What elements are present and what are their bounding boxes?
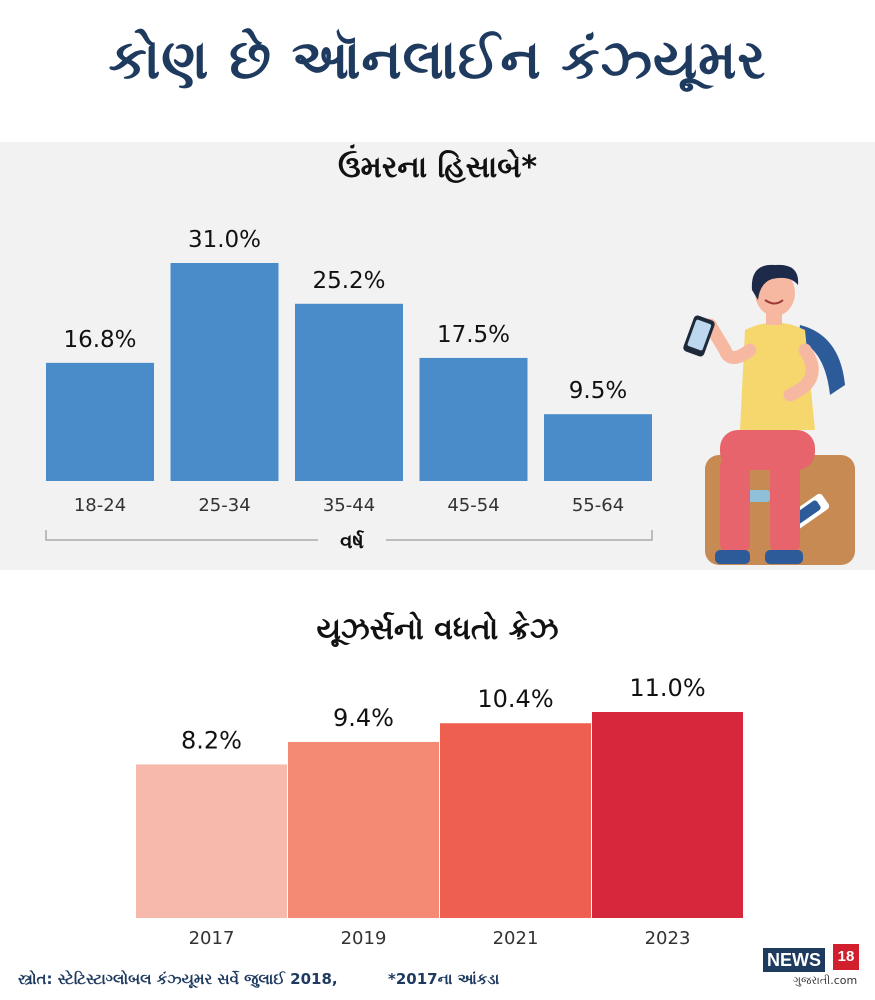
growth-bar-2021 xyxy=(440,723,591,918)
news18-logo: NEWS 18 ગુજરાતી.com xyxy=(763,944,861,992)
age-bar-25-34 xyxy=(170,263,279,481)
page-title: કોણ છે ઑનલાઈન કંઝ્યૂમર xyxy=(108,28,767,91)
growth-year-label: 2019 xyxy=(341,928,387,949)
footnote: *2017ના આંકડા xyxy=(388,970,500,988)
age-bar-18-24 xyxy=(46,362,154,481)
growth-bar-value-label: 8.2% xyxy=(181,726,242,754)
age-category-label: 45-54 xyxy=(447,495,499,516)
source-note: સ્ત્રોત: સ્ટેટિસ્ટાગ્લોબલ કંઝ્યૂમર સર્વે… xyxy=(18,970,338,988)
title-band xyxy=(0,0,875,140)
logo-brand: NEWS xyxy=(763,948,825,972)
growth-year-label: 2017 xyxy=(189,928,235,949)
age-bar-value-label: 25.2% xyxy=(312,268,385,294)
age-category-label: 18-24 xyxy=(74,495,126,516)
growth-year-label: 2023 xyxy=(645,928,691,949)
age-bar-35-44 xyxy=(295,303,403,481)
age-bar-value-label: 9.5% xyxy=(569,378,627,404)
growth-bar-value-label: 10.4% xyxy=(477,685,553,713)
growth-bar-2023 xyxy=(592,712,743,918)
age-bar-value-label: 31.0% xyxy=(188,227,261,253)
logo-subtext: ગુજરાતી.com xyxy=(793,974,858,987)
age-bar-value-label: 16.8% xyxy=(63,327,136,353)
person-with-phone-illustration xyxy=(683,264,855,565)
age-axis-label: વર્ષ xyxy=(340,529,365,553)
logo-number: 18 xyxy=(833,944,859,970)
age-category-label: 55-64 xyxy=(572,495,624,516)
age-category-label: 35-44 xyxy=(323,495,375,516)
age-category-label: 25-34 xyxy=(198,495,250,516)
age-bar-45-54 xyxy=(419,357,528,481)
growth-bar-value-label: 11.0% xyxy=(629,674,705,702)
growth-bar-value-label: 9.4% xyxy=(333,704,394,732)
growth-year-label: 2021 xyxy=(493,928,539,949)
age-bar-value-label: 17.5% xyxy=(437,322,510,348)
growth-chart-title: યૂઝર્સનો વધતો ક્રેઝ xyxy=(316,612,559,647)
age-chart-title: ઉંમરના હિસાબે* xyxy=(337,150,538,185)
growth-bar-2017 xyxy=(136,764,287,918)
age-bar-55-64 xyxy=(544,414,652,481)
growth-bar-2019 xyxy=(288,741,439,918)
age-axis-label-bg xyxy=(318,528,386,552)
